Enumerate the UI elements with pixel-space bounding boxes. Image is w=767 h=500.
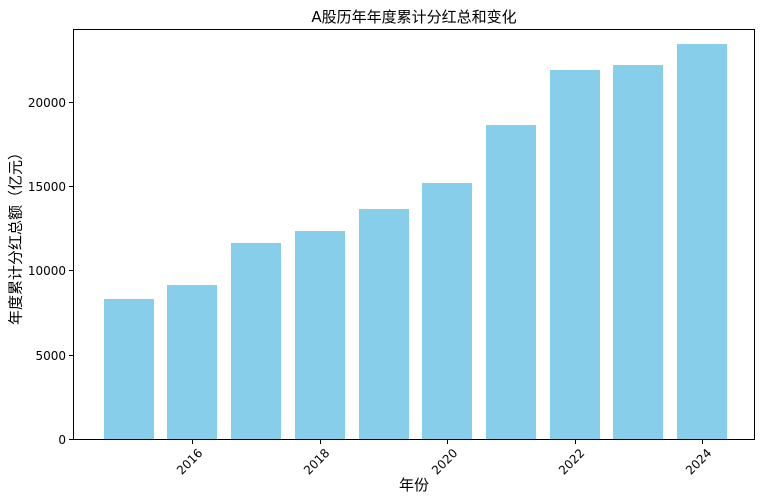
x-tick-label: 2022	[555, 446, 588, 478]
bar-2023	[613, 65, 664, 439]
y-tick-label: 5000	[35, 348, 66, 363]
bar-2020	[422, 183, 473, 439]
x-tick-mark	[319, 440, 321, 444]
y-tick-label: 0	[58, 433, 66, 447]
bar-2018	[294, 230, 345, 439]
bar-2016	[167, 284, 218, 439]
x-tick-mark	[702, 440, 703, 444]
bar-2021	[485, 124, 536, 439]
y-tick-label: 20000	[27, 95, 66, 110]
y-tick-mark	[69, 439, 73, 440]
bar-2024	[677, 44, 727, 439]
bar-2022	[549, 69, 600, 439]
x-tick-label: 2020	[428, 446, 461, 478]
chart-title: A股历年年度累计分红总和变化	[311, 8, 517, 26]
bar-2019	[358, 208, 409, 439]
x-tick-label: 2024	[683, 446, 715, 478]
y-tick-mark	[69, 185, 73, 187]
x-tick-mark	[192, 440, 194, 444]
y-tick-mark	[69, 101, 73, 103]
y-tick-label: 15000	[27, 179, 66, 194]
x-tick-mark	[447, 440, 449, 444]
bar-2015	[103, 298, 154, 439]
y-tick-mark	[69, 354, 73, 356]
y-tick-label: 10000	[27, 264, 66, 279]
x-tick-label: 2016	[173, 446, 206, 478]
x-axis-label: 年份	[398, 476, 429, 494]
y-axis-label: 年度累计分红总额（亿元）	[6, 144, 25, 326]
plot-area	[73, 29, 755, 440]
x-tick-label: 2018	[301, 446, 333, 478]
y-tick-mark	[69, 270, 73, 272]
bar-2017	[231, 242, 282, 439]
x-tick-mark	[574, 440, 576, 444]
